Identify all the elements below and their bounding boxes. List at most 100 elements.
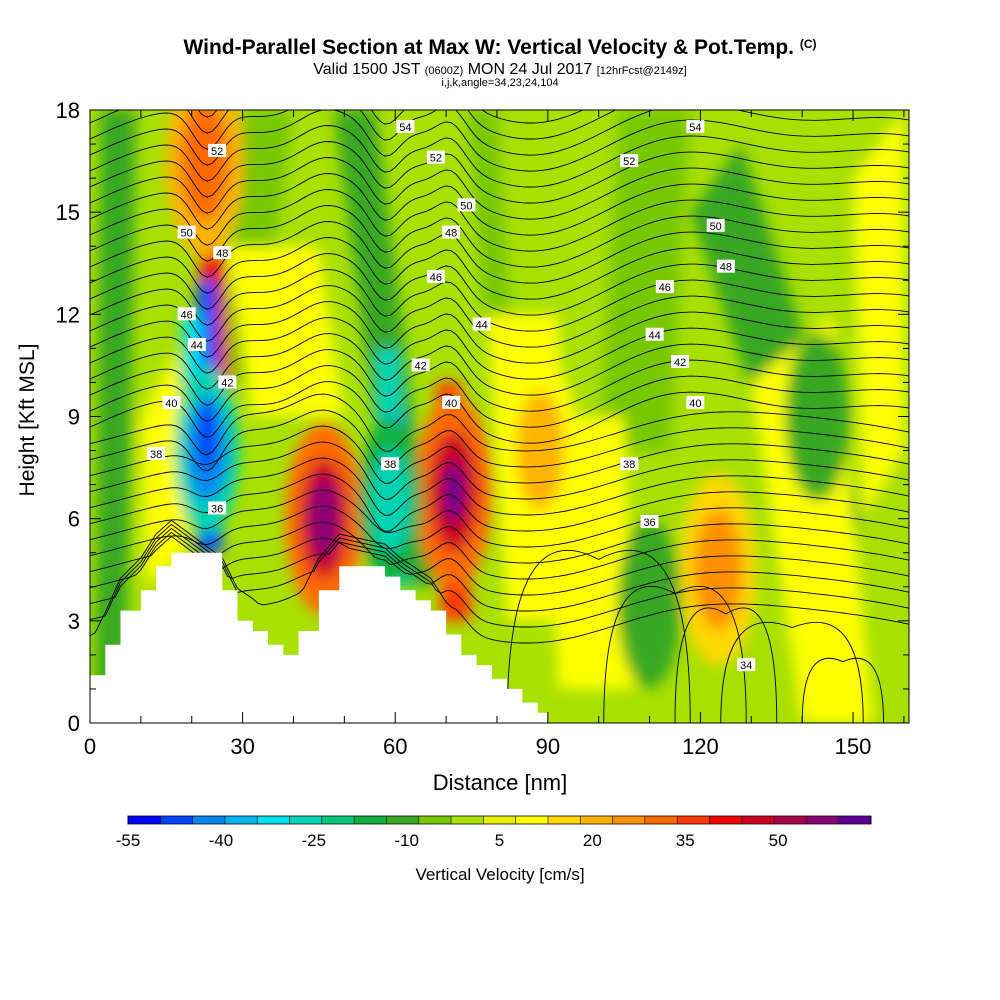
y-tick-label: 18	[56, 98, 80, 123]
colorbar-tick-label: -40	[209, 831, 234, 850]
theta-label: 54	[396, 120, 415, 134]
colorbar: -55 -40 -25 -10 5 20 35 50	[116, 815, 872, 850]
theta-label-text: 52	[430, 153, 442, 165]
theta-contour	[90, 527, 909, 612]
colorbar-tick-label: 35	[676, 831, 695, 850]
colorbar-tick-label: -55	[116, 831, 141, 850]
y-tick-label: 0	[68, 711, 80, 736]
theta-label-text: 48	[216, 248, 228, 260]
theta-label-text: 42	[221, 377, 233, 389]
w-anomaly-core	[180, 110, 229, 222]
x-tick-label: 0	[84, 734, 96, 759]
theta-contour	[90, 519, 909, 644]
theta-contour	[90, 473, 909, 532]
colorbar-swatch	[192, 816, 226, 824]
theta-label: 50	[706, 218, 725, 233]
theta-label-text: 34	[740, 660, 752, 672]
colorbar-tick-label: 20	[583, 831, 602, 850]
y-tick-label: 12	[56, 302, 80, 327]
x-tick-label: 150	[835, 734, 872, 759]
w-anomaly-core	[797, 364, 838, 469]
theta-label: 36	[640, 515, 659, 529]
theta-label-text: 50	[710, 221, 722, 233]
theta-contour	[90, 110, 909, 156]
theta-label: 34	[737, 658, 756, 672]
theta-contour	[90, 409, 909, 472]
theta-contour	[90, 110, 909, 172]
theta-contour	[90, 269, 909, 332]
colorbar-swatch	[838, 816, 872, 824]
theta-label: 40	[162, 395, 181, 410]
theta-contour	[90, 425, 909, 484]
theta-contour	[90, 301, 909, 364]
theta-contour	[90, 489, 909, 548]
theta-contour	[801, 657, 885, 723]
theta-label: 44	[187, 337, 206, 352]
theta-label: 38	[147, 446, 166, 461]
theta-label-text: 52	[623, 156, 635, 168]
theta-label: 40	[442, 395, 461, 410]
theta-contour	[90, 125, 909, 188]
theta-label-text: 38	[623, 459, 635, 471]
theta-label: 52	[208, 143, 227, 158]
theta-label: 48	[442, 225, 461, 240]
colorbar-swatch	[257, 816, 290, 824]
theta-label-text: 50	[181, 228, 193, 240]
theta-contour	[197, 110, 585, 124]
colorbar-swatch	[774, 816, 807, 824]
theta-label-text: 40	[165, 398, 177, 410]
terrain	[90, 552, 548, 723]
theta-contour	[90, 457, 909, 516]
x-tick-label: 90	[536, 734, 560, 759]
colorbar-swatch	[709, 816, 743, 824]
w-anomaly-core	[694, 509, 743, 630]
theta-contour	[90, 141, 909, 204]
theta-contour	[90, 317, 909, 380]
theta-label: 42	[671, 355, 690, 369]
y-tick-label: 6	[68, 507, 80, 532]
theta-label: 38	[381, 457, 400, 471]
theta-contour	[90, 157, 909, 220]
colorbar-label: Vertical Velocity [cm/s]	[415, 865, 584, 884]
x-axis-label: Distance [nm]	[433, 770, 568, 795]
w-anomaly-core	[629, 551, 670, 657]
theta-label: 46	[655, 280, 674, 294]
theta-label: 54	[686, 120, 705, 134]
colorbar-swatch	[547, 816, 581, 824]
theta-contour	[506, 549, 691, 723]
chart-subtitle: Valid 1500 JST (0600Z) MON 24 Jul 2017 […	[313, 61, 687, 78]
x-tick-label: 60	[383, 734, 407, 759]
chart-subtitle-indices: i,j,k,angle=34,23,24,104	[441, 77, 559, 89]
theta-label-text: 44	[649, 330, 661, 342]
colorbar-tick-label: 5	[495, 831, 504, 850]
colorbar-swatch	[451, 816, 484, 824]
theta-contour	[90, 531, 909, 596]
theta-label-text: 48	[445, 228, 457, 240]
x-tick-label: 30	[230, 734, 254, 759]
w-band	[227, 246, 345, 417]
chart-title: Wind-Parallel Section at Max W: Vertical…	[183, 36, 817, 59]
theta-label-text: 36	[211, 503, 223, 515]
theta-label-text: 36	[643, 517, 655, 529]
colorbar-swatch	[741, 816, 775, 824]
colorbar-swatch	[321, 816, 355, 824]
theta-label-text: 40	[689, 398, 701, 410]
theta-label-text: 38	[150, 449, 162, 461]
theta-contour	[90, 365, 909, 428]
theta-contour	[90, 110, 617, 140]
colorbar-tick-label: -25	[301, 831, 326, 850]
colorbar-swatch	[677, 816, 710, 824]
theta-label: 46	[426, 269, 445, 284]
theta-label: 48	[213, 246, 232, 260]
colorbar-swatch	[580, 816, 613, 824]
theta-label-text: 38	[384, 459, 396, 471]
theta-label-text: 54	[689, 122, 701, 134]
colorbar-swatch	[483, 816, 516, 824]
theta-label: 44	[472, 317, 491, 332]
theta-label: 52	[426, 150, 445, 165]
theta-label: 48	[716, 259, 735, 274]
colorbar-swatch	[418, 816, 452, 824]
theta-contour	[90, 441, 909, 500]
colorbar-swatch	[224, 816, 258, 824]
colorbar-swatch	[386, 816, 420, 824]
